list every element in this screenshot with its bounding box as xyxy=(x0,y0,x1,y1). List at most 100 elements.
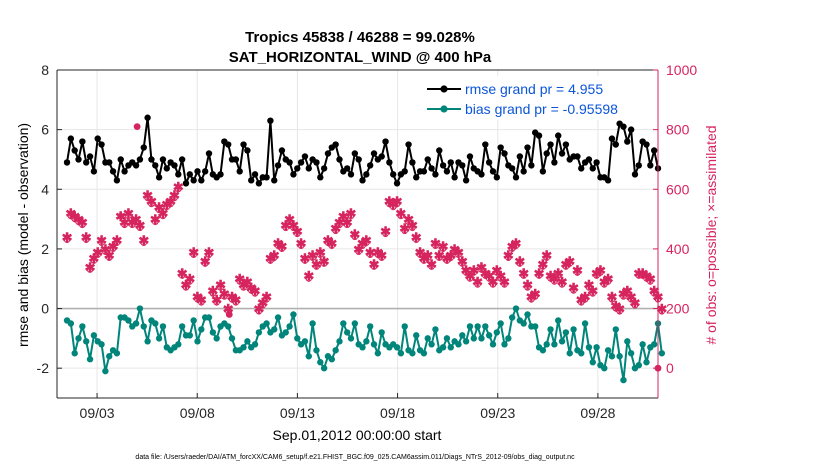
obs-possible-point xyxy=(94,251,101,258)
obs-assimilated-point: ✱ xyxy=(649,284,660,299)
bias-series-point xyxy=(359,344,366,351)
rmse-series-point xyxy=(90,168,98,175)
obs-possible-point xyxy=(321,260,328,267)
y-axis-label-left: rmse and bias (model - observation) xyxy=(15,123,31,347)
rmse-series-point xyxy=(290,171,297,178)
bias-series-point xyxy=(378,329,385,336)
obs-assimilated-point: ✱ xyxy=(457,254,468,269)
obs-assimilated-point: ✱ xyxy=(85,260,96,275)
obs-possible-point xyxy=(71,216,78,223)
rmse-series-point xyxy=(113,177,121,184)
obs-possible-point xyxy=(436,254,443,261)
obs-assimilated-point: ✱ xyxy=(326,236,337,251)
obs-assimilated-point: ✱ xyxy=(438,239,449,254)
obs-assimilated-point: ✱ xyxy=(227,290,238,305)
bias-series-point xyxy=(482,323,489,330)
bias-series-point xyxy=(290,311,297,318)
rmse-series-point xyxy=(305,165,312,172)
rmse-series-point xyxy=(432,171,439,178)
obs-assimilated-point: ✱ xyxy=(488,275,499,290)
obs-possible-point xyxy=(290,224,297,232)
obs-assimilated-point: ✱ xyxy=(346,206,357,221)
bias-series-point xyxy=(106,353,113,360)
bias-series-point xyxy=(455,341,462,348)
bias-series-point xyxy=(209,329,217,336)
rmse-series-point xyxy=(140,144,147,151)
obs-assimilated-point: ✱ xyxy=(138,233,149,248)
obs-assimilated-point: ✱ xyxy=(142,188,153,203)
x-tick-label: 09/23 xyxy=(480,405,515,421)
rmse-series-point xyxy=(401,168,408,175)
rmse-series-point xyxy=(643,141,650,148)
obs-assimilated-point: ✱ xyxy=(568,281,579,296)
obs-assimilated-point: ✱ xyxy=(349,227,360,242)
rmse-series-point xyxy=(224,141,232,148)
obs-possible-point xyxy=(355,248,362,256)
obs-possible-point xyxy=(294,230,301,238)
rmse-series-point xyxy=(535,132,543,139)
rmse-series-point xyxy=(447,159,454,166)
rmse-series-point xyxy=(343,165,351,172)
obs-possible-point xyxy=(432,242,439,250)
rmse-series-point xyxy=(320,165,328,172)
bias-series-point xyxy=(320,364,328,372)
obs-assimilated-point: ✱ xyxy=(73,212,84,227)
obs-assimilated-point: ✱ xyxy=(630,296,641,311)
bias-series-point xyxy=(136,305,144,312)
obs-assimilated-point: ✱ xyxy=(303,269,314,284)
obs-possible-point xyxy=(493,269,500,276)
obs-possible-point xyxy=(125,213,132,220)
obs-assimilated-point: ✱ xyxy=(503,248,514,263)
obs-possible-point xyxy=(628,296,635,303)
rmse-series-point xyxy=(608,135,616,142)
obs-possible-point xyxy=(152,218,159,226)
rmse-series-point xyxy=(98,141,105,148)
rmse-series-point xyxy=(516,153,524,160)
obs-assimilated-point: ✱ xyxy=(557,275,568,290)
bias-series-point xyxy=(186,332,194,339)
bias-series-point xyxy=(190,317,197,324)
obs-assimilated-point: ✱ xyxy=(119,215,130,230)
y-tick-label-right: 1000 xyxy=(666,62,697,78)
rmse-series-point xyxy=(512,174,520,181)
obs-assimilated-point: ✱ xyxy=(415,245,426,260)
obs-assimilated-point: ✱ xyxy=(403,212,414,227)
obs-possible-point xyxy=(516,260,523,267)
plot-area: ✱✱✱✱✱✱✱✱✱✱✱✱✱✱✱✱✱✱✱✱✱✱✱✱✱✱✱✱✱✱✱✱✱✱✱✱✱✱✱✱… xyxy=(57,69,667,398)
y-tick-label-right: 400 xyxy=(666,241,690,257)
obs-possible-point xyxy=(597,269,604,276)
obs-assimilated-point: ✱ xyxy=(200,254,211,269)
rmse-series-point xyxy=(539,168,547,175)
obs-assimilated-point: ✱ xyxy=(219,287,230,302)
rmse-series-point xyxy=(109,168,117,175)
obs-possible-point xyxy=(474,281,481,288)
obs-possible-point xyxy=(489,281,497,288)
obs-assimilated-point: ✱ xyxy=(158,206,169,221)
obs-assimilated-point: ✱ xyxy=(315,245,326,260)
obs-possible-point xyxy=(393,201,401,208)
obs-assimilated-point: ✱ xyxy=(230,293,241,308)
obs-possible-point xyxy=(232,299,239,306)
obs-assimilated-point: ✱ xyxy=(622,284,633,299)
obs-assimilated-point: ✱ xyxy=(215,278,226,293)
rmse-series-point xyxy=(248,177,255,184)
rmse-series-point xyxy=(86,153,94,160)
rmse-series-point xyxy=(67,135,75,142)
obs-assimilated-point: ✱ xyxy=(388,197,399,212)
rmse-series-point xyxy=(520,168,527,175)
obs-assimilated-point: ✱ xyxy=(461,263,472,278)
obs-assimilated-point: ✱ xyxy=(606,290,617,305)
rmse-series-point xyxy=(232,156,240,163)
rmse-series-point xyxy=(462,177,470,184)
rmse-series-point xyxy=(420,168,428,175)
obs-possible-point xyxy=(179,272,186,279)
obs-possible-point xyxy=(344,221,351,229)
obs-assimilated-point: ✱ xyxy=(534,266,545,281)
rmse-series-point xyxy=(106,159,113,166)
rmse-series-point xyxy=(451,174,458,181)
obs-assimilated-point: ✱ xyxy=(242,275,253,290)
bias-series-point xyxy=(508,314,516,321)
obs-possible-point xyxy=(486,275,493,282)
rmse-series-point xyxy=(75,156,82,163)
rmse-series-point xyxy=(347,171,355,178)
